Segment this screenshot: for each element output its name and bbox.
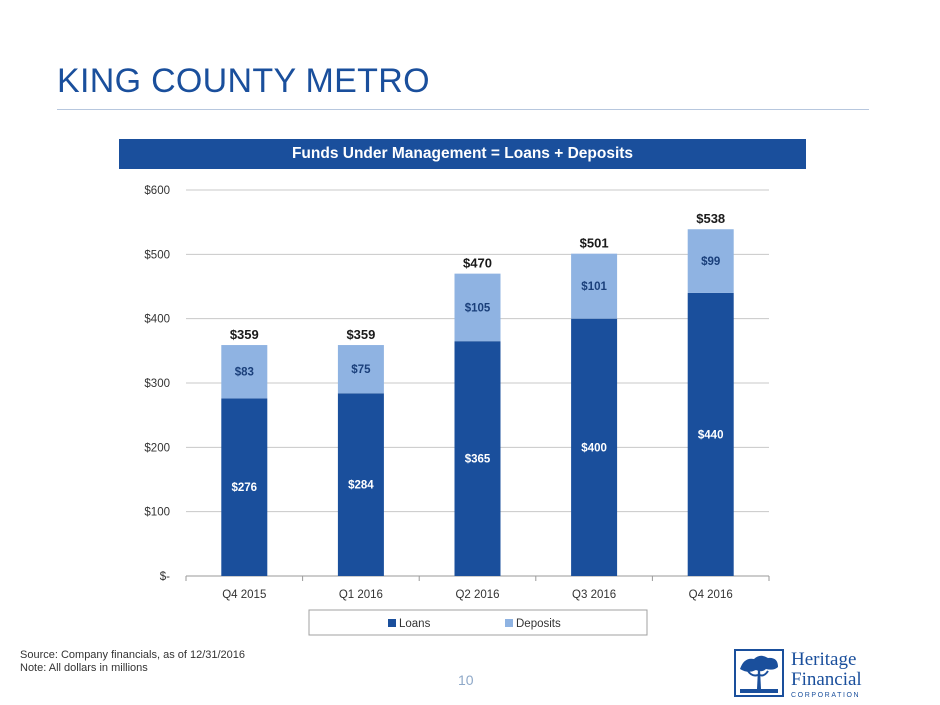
- bar-loans: [687, 292, 734, 576]
- data-label-loans: $400: [581, 442, 607, 454]
- tree-logo-icon: [734, 649, 784, 697]
- bar-deposits: [687, 229, 734, 293]
- title-divider: [57, 109, 869, 110]
- x-tick-label: Q4 2015: [222, 589, 266, 601]
- x-tick-label: Q4 2016: [689, 589, 733, 601]
- x-tick-label: Q1 2016: [339, 589, 383, 601]
- y-tick-label: $100: [144, 507, 170, 519]
- bar-deposits: [337, 345, 384, 394]
- data-label-deposits: $99: [701, 256, 720, 268]
- total-label: $359: [230, 327, 259, 342]
- bar-loans: [337, 393, 384, 576]
- data-label-deposits: $75: [351, 364, 371, 376]
- logo-wordmark: Heritage Financial CORPORATION: [791, 650, 862, 701]
- data-label-loans: $365: [465, 454, 491, 466]
- bar-deposits: [221, 345, 268, 399]
- units-note: Note: All dollars in millions: [20, 662, 148, 674]
- data-label-deposits: $101: [581, 281, 607, 293]
- bar-deposits: [571, 253, 618, 319]
- legend-swatch: [505, 619, 513, 627]
- legend-label: Loans: [399, 618, 431, 630]
- x-tick-label: Q3 2016: [572, 589, 616, 601]
- logo-line-1: Heritage: [791, 649, 857, 670]
- chart-banner: Funds Under Management = Loans + Deposit…: [119, 139, 806, 169]
- data-label-loans: $276: [232, 482, 258, 494]
- y-tick-label: $600: [144, 185, 170, 197]
- footnotes: Source: Company financials, as of 12/31/…: [20, 649, 245, 675]
- page-title: KING COUNTY METRO: [57, 62, 430, 100]
- y-tick-label: $400: [144, 314, 170, 326]
- x-tick-label: Q2 2016: [455, 589, 499, 601]
- y-tick-label: $500: [144, 249, 170, 261]
- legend-label: Deposits: [516, 618, 561, 630]
- bar-loans: [221, 398, 268, 576]
- total-label: $538: [696, 211, 725, 226]
- total-label: $501: [580, 236, 609, 251]
- y-tick-label: $300: [144, 378, 170, 390]
- total-label: $359: [346, 327, 375, 342]
- total-label: $470: [463, 256, 492, 271]
- y-tick-label: $200: [144, 442, 170, 454]
- bar-loans: [571, 318, 618, 576]
- source-note: Source: Company financials, as of 12/31/…: [20, 649, 246, 661]
- legend-swatch: [388, 619, 396, 627]
- bar-deposits: [454, 273, 501, 342]
- logo-line-3: CORPORATION: [791, 692, 861, 699]
- bar-loans: [454, 341, 501, 576]
- logo-line-2: Financial: [791, 669, 862, 690]
- legend-box: [308, 609, 648, 636]
- data-label-deposits: $83: [235, 367, 254, 379]
- data-label-loans: $284: [348, 480, 374, 492]
- page-number: 10: [458, 672, 474, 688]
- data-label-deposits: $105: [465, 302, 491, 314]
- data-label-loans: $440: [698, 429, 724, 441]
- y-tick-label: $-: [160, 571, 170, 583]
